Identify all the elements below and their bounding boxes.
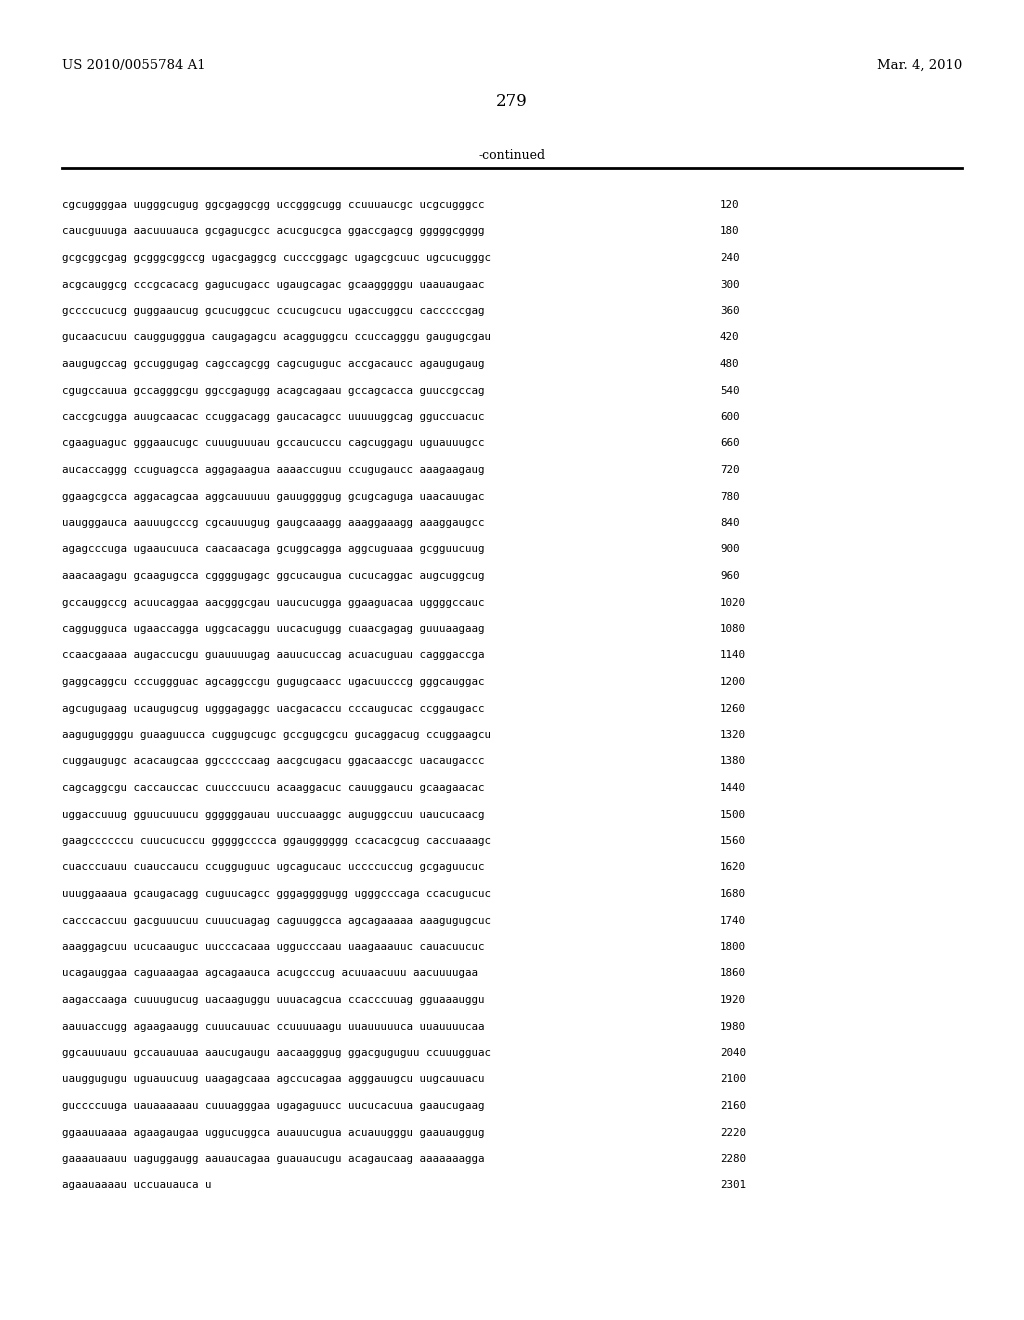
Text: cgcuggggaa uugggcugug ggcgaggcgg uccgggcugg ccuuuaucgc ucgcugggcc: cgcuggggaa uugggcugug ggcgaggcgg uccgggc… (62, 201, 484, 210)
Text: caccgcugga auugcaacac ccuggacagg gaucacagcc uuuuuggcag gguccuacuc: caccgcugga auugcaacac ccuggacagg gaucaca… (62, 412, 484, 422)
Text: 279: 279 (496, 92, 528, 110)
Text: 2220: 2220 (720, 1127, 746, 1138)
Text: cuacccuauu cuauccaucu ccugguguuc ugcagucauc uccccuccug gcgaguucuc: cuacccuauu cuauccaucu ccugguguuc ugcaguc… (62, 862, 484, 873)
Text: 1200: 1200 (720, 677, 746, 686)
Text: -continued: -continued (478, 149, 546, 162)
Text: ggaagcgcca aggacagcaa aggcauuuuu gauuggggug gcugcaguga uaacauugac: ggaagcgcca aggacagcaa aggcauuuuu gauuggg… (62, 491, 484, 502)
Text: cgugccauua gccagggcgu ggccgagugg acagcagaau gccagcacca guuccgccag: cgugccauua gccagggcgu ggccgagugg acagcag… (62, 385, 484, 396)
Text: US 2010/0055784 A1: US 2010/0055784 A1 (62, 59, 206, 73)
Text: 600: 600 (720, 412, 739, 422)
Text: aauuaccugg agaagaaugg cuuucauuac ccuuuuaagu uuauuuuuca uuauuuucaa: aauuaccugg agaagaaugg cuuucauuac ccuuuua… (62, 1022, 484, 1031)
Text: ggaauuaaaa agaagaugaa uggucuggca auauucugua acuauugggu gaauauggug: ggaauuaaaa agaagaugaa uggucuggca auauucu… (62, 1127, 484, 1138)
Text: 1020: 1020 (720, 598, 746, 607)
Text: 1260: 1260 (720, 704, 746, 714)
Text: aaaggagcuu ucucaauguc uucccacaaa uggucccaau uaagaaauuc cauacuucuc: aaaggagcuu ucucaauguc uucccacaaa ugguccc… (62, 942, 484, 952)
Text: 840: 840 (720, 517, 739, 528)
Text: 540: 540 (720, 385, 739, 396)
Text: 660: 660 (720, 438, 739, 449)
Text: guccccuuga uauaaaaaau cuuuagggaa ugagaguucc uucucacuua gaaucugaag: guccccuuga uauaaaaaau cuuuagggaa ugagagu… (62, 1101, 484, 1111)
Text: 120: 120 (720, 201, 739, 210)
Text: 720: 720 (720, 465, 739, 475)
Text: uuuggaaaua gcaugacagg cuguucagcc gggaggggugg ugggcccaga ccacugucuc: uuuggaaaua gcaugacagg cuguucagcc gggaggg… (62, 888, 490, 899)
Text: 1860: 1860 (720, 969, 746, 978)
Text: 1800: 1800 (720, 942, 746, 952)
Text: 1140: 1140 (720, 651, 746, 660)
Text: agagcccuga ugaaucuuca caacaacaga gcuggcagga aggcuguaaa gcgguucuug: agagcccuga ugaaucuuca caacaacaga gcuggca… (62, 544, 484, 554)
Text: 1500: 1500 (720, 809, 746, 820)
Text: 420: 420 (720, 333, 739, 342)
Text: agcugugaag ucaugugcug ugggagaggc uacgacaccu cccaugucac ccggaugacc: agcugugaag ucaugugcug ugggagaggc uacgaca… (62, 704, 484, 714)
Text: aaugugccag gccuggugag cagccagcgg cagcuguguc accgacaucc agaugugaug: aaugugccag gccuggugag cagccagcgg cagcugu… (62, 359, 484, 370)
Text: 1920: 1920 (720, 995, 746, 1005)
Text: Mar. 4, 2010: Mar. 4, 2010 (877, 59, 962, 73)
Text: 300: 300 (720, 280, 739, 289)
Text: uaugggauca aauuugcccg cgcauuugug gaugcaaagg aaaggaaagg aaaggaugcc: uaugggauca aauuugcccg cgcauuugug gaugcaa… (62, 517, 484, 528)
Text: cacccaccuu gacguuucuu cuuucuagag caguuggcca agcagaaaaa aaagugugcuc: cacccaccuu gacguuucuu cuuucuagag caguugg… (62, 916, 490, 925)
Text: ggcauuuauu gccauauuaa aaucugaugu aacaagggug ggacguguguu ccuuugguac: ggcauuuauu gccauauuaa aaucugaugu aacaagg… (62, 1048, 490, 1059)
Text: gaaaauaauu uaguggaugg aauaucagaa guauaucugu acagaucaag aaaaaaagga: gaaaauaauu uaguggaugg aauaucagaa guauauc… (62, 1154, 484, 1164)
Text: caucguuuga aacuuuauca gcgagucgcc acucgucgca ggaccgagcg gggggcgggg: caucguuuga aacuuuauca gcgagucgcc acucguc… (62, 227, 484, 236)
Text: acgcauggcg cccgcacacg gagucugacc ugaugcagac gcaagggggu uaauaugaac: acgcauggcg cccgcacacg gagucugacc ugaugca… (62, 280, 484, 289)
Text: 1560: 1560 (720, 836, 746, 846)
Text: 480: 480 (720, 359, 739, 370)
Text: gccauggccg acuucaggaa aacgggcgau uaucucugga ggaaguacaa uggggccauc: gccauggccg acuucaggaa aacgggcgau uaucucu… (62, 598, 484, 607)
Text: 2160: 2160 (720, 1101, 746, 1111)
Text: ccaacgaaaa augaccucgu guauuuugag aauucuccag acuacuguau cagggaccga: ccaacgaaaa augaccucgu guauuuugag aauucuc… (62, 651, 484, 660)
Text: 2100: 2100 (720, 1074, 746, 1085)
Text: 1620: 1620 (720, 862, 746, 873)
Text: gaggcaggcu cccuggguac agcaggccgu gugugcaacc ugacuucccg gggcauggac: gaggcaggcu cccuggguac agcaggccgu gugugca… (62, 677, 484, 686)
Text: aaguguggggu guaaguucca cuggugcugc gccgugcgcu gucaggacug ccuggaagcu: aaguguggggu guaaguucca cuggugcugc gccgug… (62, 730, 490, 741)
Text: cuggaugugc acacaugcaa ggcccccaag aacgcugacu ggacaaccgc uacaugaccc: cuggaugugc acacaugcaa ggcccccaag aacgcug… (62, 756, 484, 767)
Text: gucaacucuu cauggugggua caugagagcu acagguggcu ccuccagggu gaugugcgau: gucaacucuu cauggugggua caugagagcu acaggu… (62, 333, 490, 342)
Text: aaacaagagu gcaagugcca cggggugagc ggcucaugua cucucaggac augcuggcug: aaacaagagu gcaagugcca cggggugagc ggcucau… (62, 572, 484, 581)
Text: 780: 780 (720, 491, 739, 502)
Text: gccccucucg guggaaucug gcucuggcuc ccucugcucu ugaccuggcu cacccccgag: gccccucucg guggaaucug gcucuggcuc ccucugc… (62, 306, 484, 315)
Text: agaauaaaau uccuauauca u: agaauaaaau uccuauauca u (62, 1180, 212, 1191)
Text: 1980: 1980 (720, 1022, 746, 1031)
Text: uggaccuuug gguucuuucu ggggggauau uuccuaaggc auguggccuu uaucucaacg: uggaccuuug gguucuuucu ggggggauau uuccuaa… (62, 809, 484, 820)
Text: aagaccaaga cuuuugucug uacaaguggu uuuacagcua ccacccuuag gguaaauggu: aagaccaaga cuuuugucug uacaaguggu uuuacag… (62, 995, 484, 1005)
Text: cgaaguaguc gggaaucugc cuuuguuuau gccaucuccu cagcuggagu uguauuugcc: cgaaguaguc gggaaucugc cuuuguuuau gccaucu… (62, 438, 484, 449)
Text: 960: 960 (720, 572, 739, 581)
Text: 360: 360 (720, 306, 739, 315)
Text: 1320: 1320 (720, 730, 746, 741)
Text: uauggugugu uguauucuug uaagagcaaa agccucagaa agggauugcu uugcauuacu: uauggugugu uguauucuug uaagagcaaa agccuca… (62, 1074, 484, 1085)
Text: 2040: 2040 (720, 1048, 746, 1059)
Text: cagcaggcgu caccauccac cuucccuucu acaaggacuc cauuggaucu gcaagaacac: cagcaggcgu caccauccac cuucccuucu acaagga… (62, 783, 484, 793)
Text: 1680: 1680 (720, 888, 746, 899)
Text: 240: 240 (720, 253, 739, 263)
Text: 180: 180 (720, 227, 739, 236)
Text: 1080: 1080 (720, 624, 746, 634)
Text: 2301: 2301 (720, 1180, 746, 1191)
Text: 1380: 1380 (720, 756, 746, 767)
Text: gaagccccccu cuucucuccu gggggcccca ggaugggggg ccacacgcug caccuaaagc: gaagccccccu cuucucuccu gggggcccca ggaugg… (62, 836, 490, 846)
Text: 1440: 1440 (720, 783, 746, 793)
Text: 2280: 2280 (720, 1154, 746, 1164)
Text: ucagauggaa caguaaagaa agcagaauca acugcccug acuuaacuuu aacuuuugaa: ucagauggaa caguaaagaa agcagaauca acugccc… (62, 969, 478, 978)
Text: gcgcggcgag gcgggcggccg ugacgaggcg cucccggagc ugagcgcuuc ugcucugggc: gcgcggcgag gcgggcggccg ugacgaggcg cucccg… (62, 253, 490, 263)
Text: aucaccaggg ccuguagcca aggagaagua aaaaccuguu ccugugaucc aaagaagaug: aucaccaggg ccuguagcca aggagaagua aaaaccu… (62, 465, 484, 475)
Text: 900: 900 (720, 544, 739, 554)
Text: 1740: 1740 (720, 916, 746, 925)
Text: caggugguca ugaaccagga uggcacaggu uucacugugg cuaacgagag guuuaagaag: caggugguca ugaaccagga uggcacaggu uucacug… (62, 624, 484, 634)
